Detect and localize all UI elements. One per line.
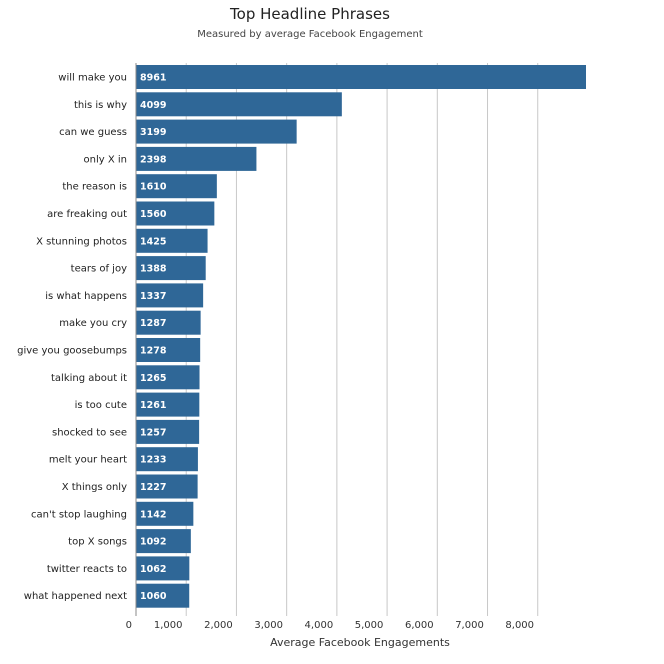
bar-value-label: 4099 (140, 100, 166, 111)
bar (136, 92, 342, 117)
bar-value-label: 1278 (140, 346, 167, 357)
category-label: twitter reacts to (47, 564, 127, 575)
bar-value-label: 1425 (140, 236, 166, 247)
bar (136, 338, 201, 362)
bar (136, 174, 217, 199)
bar (136, 474, 198, 499)
bar-value-label: 1388 (140, 264, 167, 275)
category-label: the reason is (62, 182, 127, 193)
bar (136, 392, 200, 417)
bar (136, 65, 586, 89)
bar (136, 146, 257, 171)
bar (136, 501, 194, 526)
gridlines (185, 63, 539, 616)
chart-subtitle: Measured by average Facebook Engagement (197, 29, 423, 40)
category-label: give you goosebumps (17, 346, 127, 357)
x-tick-label: 5,000 (355, 620, 384, 631)
x-tick-label: 3,000 (254, 620, 283, 631)
bar-value-label: 8961 (140, 73, 166, 84)
x-axis-title: Average Facebook Engagements (270, 636, 450, 649)
bar-value-label: 3199 (140, 127, 166, 138)
bar (136, 365, 200, 390)
bar (136, 119, 297, 144)
bar (136, 228, 208, 253)
category-label: X things only (62, 482, 127, 493)
category-label: talking about it (51, 373, 127, 384)
category-label: shocked to see (52, 427, 127, 438)
x-tick-labels: 0 1,000 2,000 3,000 4,000 5,000 6,000 7,000 8,00… (126, 620, 534, 631)
bars: 8961 4099 3199 2398 1610 1560 1425 1388 1337 1287… (136, 65, 586, 608)
x-tick-label: 2,000 (204, 620, 233, 631)
category-label: only X in (84, 154, 127, 165)
bar-value-label: 1261 (140, 400, 166, 411)
bar (136, 201, 215, 226)
bar-value-label: 1092 (140, 537, 166, 548)
category-label: melt your heart (49, 455, 127, 466)
bar (136, 283, 204, 308)
x-tick-label: 8,000 (505, 620, 534, 631)
bar (136, 583, 190, 608)
category-label: tears of joy (71, 264, 127, 275)
bar-value-label: 1227 (140, 482, 166, 493)
x-tick-label: 6,000 (405, 620, 434, 631)
bar-value-label: 1062 (140, 564, 166, 575)
x-tick-label: 7,000 (455, 620, 484, 631)
bar (136, 310, 201, 335)
x-tick-label: 4,000 (305, 620, 334, 631)
category-label: X stunning photos (36, 236, 127, 247)
category-label: are freaking out (47, 209, 127, 220)
bar-value-label: 1610 (140, 182, 167, 193)
bar-value-label: 1233 (140, 455, 166, 466)
category-label: will make you (58, 73, 127, 84)
bar (136, 447, 198, 472)
x-tick-label: 0 (126, 620, 132, 631)
bar-value-label: 1265 (140, 373, 166, 384)
bar-value-label: 1560 (140, 209, 167, 220)
category-label: is what happens (45, 291, 127, 302)
bar-value-label: 1337 (140, 291, 166, 302)
category-label: what happened next (24, 591, 127, 602)
category-label: top X songs (68, 537, 127, 548)
category-label: is too cute (75, 400, 127, 411)
category-label: make you cry (59, 318, 127, 329)
bar (136, 529, 191, 554)
bar (136, 256, 206, 281)
category-labels: will make you this is why can we guess only… (17, 73, 127, 603)
bar-value-label: 1257 (140, 427, 166, 438)
category-label: can we guess (59, 127, 127, 138)
category-label: this is why (74, 100, 127, 111)
category-label: can't stop laughing (31, 509, 127, 520)
bar (136, 419, 200, 444)
bar-value-label: 1287 (140, 318, 166, 329)
chart-title: Top Headline Phrases (229, 5, 390, 23)
x-tick-label: 1,000 (154, 620, 183, 631)
bar (136, 556, 190, 581)
bar-value-label: 2398 (140, 154, 167, 165)
bar-value-label: 1060 (140, 591, 167, 602)
bar-value-label: 1142 (140, 509, 166, 520)
